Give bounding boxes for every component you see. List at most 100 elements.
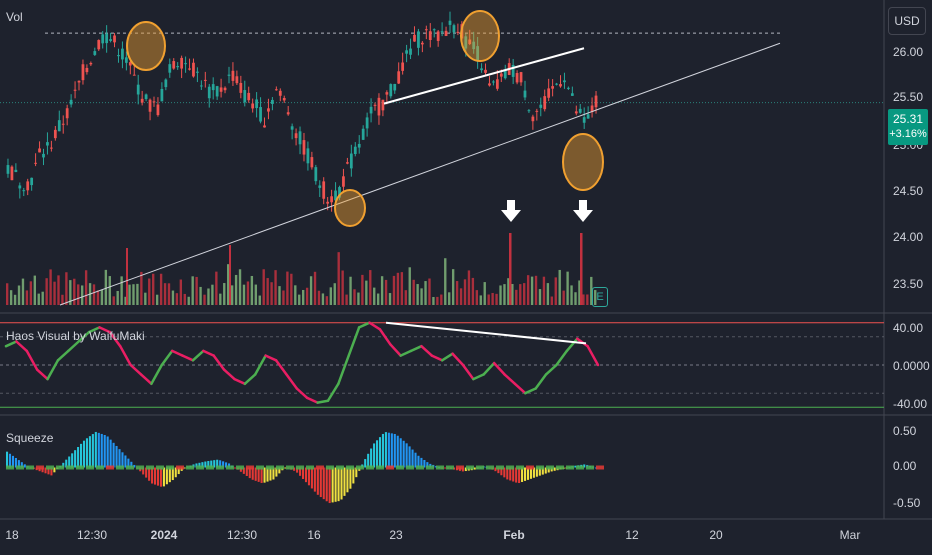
x-axis-tick: 12:30	[76, 528, 108, 542]
squeeze-bar	[376, 440, 379, 468]
volume-bar	[65, 272, 68, 305]
squeeze-bar	[426, 462, 429, 468]
candle-body	[547, 88, 551, 98]
volume-bar	[179, 279, 183, 305]
squeeze-bar	[17, 460, 20, 468]
squeeze-bar	[41, 467, 44, 473]
volume-bar	[400, 272, 404, 305]
candle-body	[511, 64, 515, 77]
squeeze-title[interactable]: Squeeze	[6, 431, 54, 445]
candle-body	[65, 108, 69, 119]
volume-bar	[329, 287, 332, 305]
squeeze-bar	[393, 433, 396, 468]
volume-bar	[361, 274, 364, 305]
oscillator-line-segment	[316, 399, 330, 404]
x-axis-tick: 20	[709, 528, 723, 542]
squeeze-dot	[96, 465, 104, 470]
candle-body	[93, 51, 97, 55]
oscillator-line-segment	[451, 352, 465, 367]
volume-bar	[234, 274, 238, 305]
volume-bar	[550, 296, 554, 305]
candle-body	[302, 140, 306, 155]
volume-bar	[211, 284, 214, 305]
candle-body	[306, 148, 310, 164]
squeeze-dot	[256, 465, 264, 470]
volume-bar	[132, 284, 135, 305]
candle-body	[263, 125, 266, 128]
candle-body	[148, 99, 152, 112]
squeeze-bar	[50, 467, 53, 476]
currency-button[interactable]: USD	[888, 7, 926, 35]
volume-bar	[392, 275, 396, 305]
squeeze-bar	[500, 467, 503, 476]
candle-body	[176, 66, 180, 68]
volume-bar	[396, 272, 400, 305]
candle-body	[563, 80, 566, 83]
squeeze-bar	[195, 463, 198, 468]
squeeze-bar	[417, 455, 420, 468]
volume-bar	[349, 276, 352, 305]
volume-bar	[215, 271, 218, 305]
squeeze-bar	[82, 440, 86, 468]
squeeze-bar	[299, 467, 302, 476]
candle-body	[349, 153, 353, 169]
candle-body	[211, 84, 215, 91]
volume-bar	[424, 281, 427, 305]
oscillator-line-segment	[150, 363, 164, 386]
squeeze-dot	[6, 465, 14, 470]
volume-bar	[491, 292, 494, 305]
squeeze-dot	[576, 465, 584, 470]
candle-body	[227, 74, 231, 76]
candle-body	[523, 90, 527, 98]
candle-body	[239, 82, 243, 93]
candle-body	[582, 117, 586, 123]
candle-body	[259, 107, 262, 122]
volume-bar	[96, 290, 100, 305]
oscillator-title[interactable]: Haos Visual by WaifuMaki	[6, 329, 145, 343]
squeeze-dot	[206, 465, 214, 470]
oscillator-line-segment	[285, 373, 299, 390]
candle-body	[574, 111, 578, 114]
squeeze-dot	[496, 465, 504, 470]
volume-bar	[479, 295, 482, 305]
oscillator-line-segment	[202, 349, 215, 357]
highlight-circle	[460, 10, 500, 62]
squeeze-bar	[384, 432, 387, 468]
squeeze-bar	[260, 467, 263, 483]
squeeze-dot	[596, 465, 604, 470]
candle-body	[365, 117, 369, 129]
highlight-circle	[126, 21, 166, 71]
oscillator-line-segment	[347, 326, 361, 357]
volume-bar	[590, 276, 593, 305]
volume-bar	[428, 278, 431, 305]
squeeze-bar	[118, 449, 121, 468]
oscillator-axis-tick: 40.00	[893, 321, 924, 335]
volume-bar	[412, 279, 415, 305]
volume-bar	[333, 283, 336, 305]
volume-bar	[515, 289, 518, 305]
squeeze-bar	[68, 456, 71, 468]
squeeze-bar	[524, 467, 527, 481]
candle-body	[326, 201, 330, 204]
volume-bar	[84, 270, 88, 305]
squeeze-bar	[145, 467, 148, 478]
earnings-badge[interactable]: E	[592, 287, 608, 307]
squeeze-dot	[396, 465, 404, 470]
squeeze-bar	[97, 432, 100, 468]
squeeze-bar	[521, 467, 524, 482]
squeeze-dot	[446, 465, 454, 470]
volume-bar	[61, 294, 64, 305]
oscillator-line-segment	[399, 349, 413, 357]
volume-bar	[546, 283, 550, 305]
squeeze-bar	[272, 467, 275, 480]
volume-bar	[278, 286, 281, 305]
volume-bar	[345, 294, 348, 305]
squeeze-bar	[352, 467, 355, 484]
candle-body	[61, 123, 65, 125]
price-axis-tick: 24.00	[893, 230, 924, 244]
squeeze-bar	[71, 453, 74, 468]
candle-body	[18, 185, 22, 189]
squeeze-bar	[106, 436, 109, 468]
